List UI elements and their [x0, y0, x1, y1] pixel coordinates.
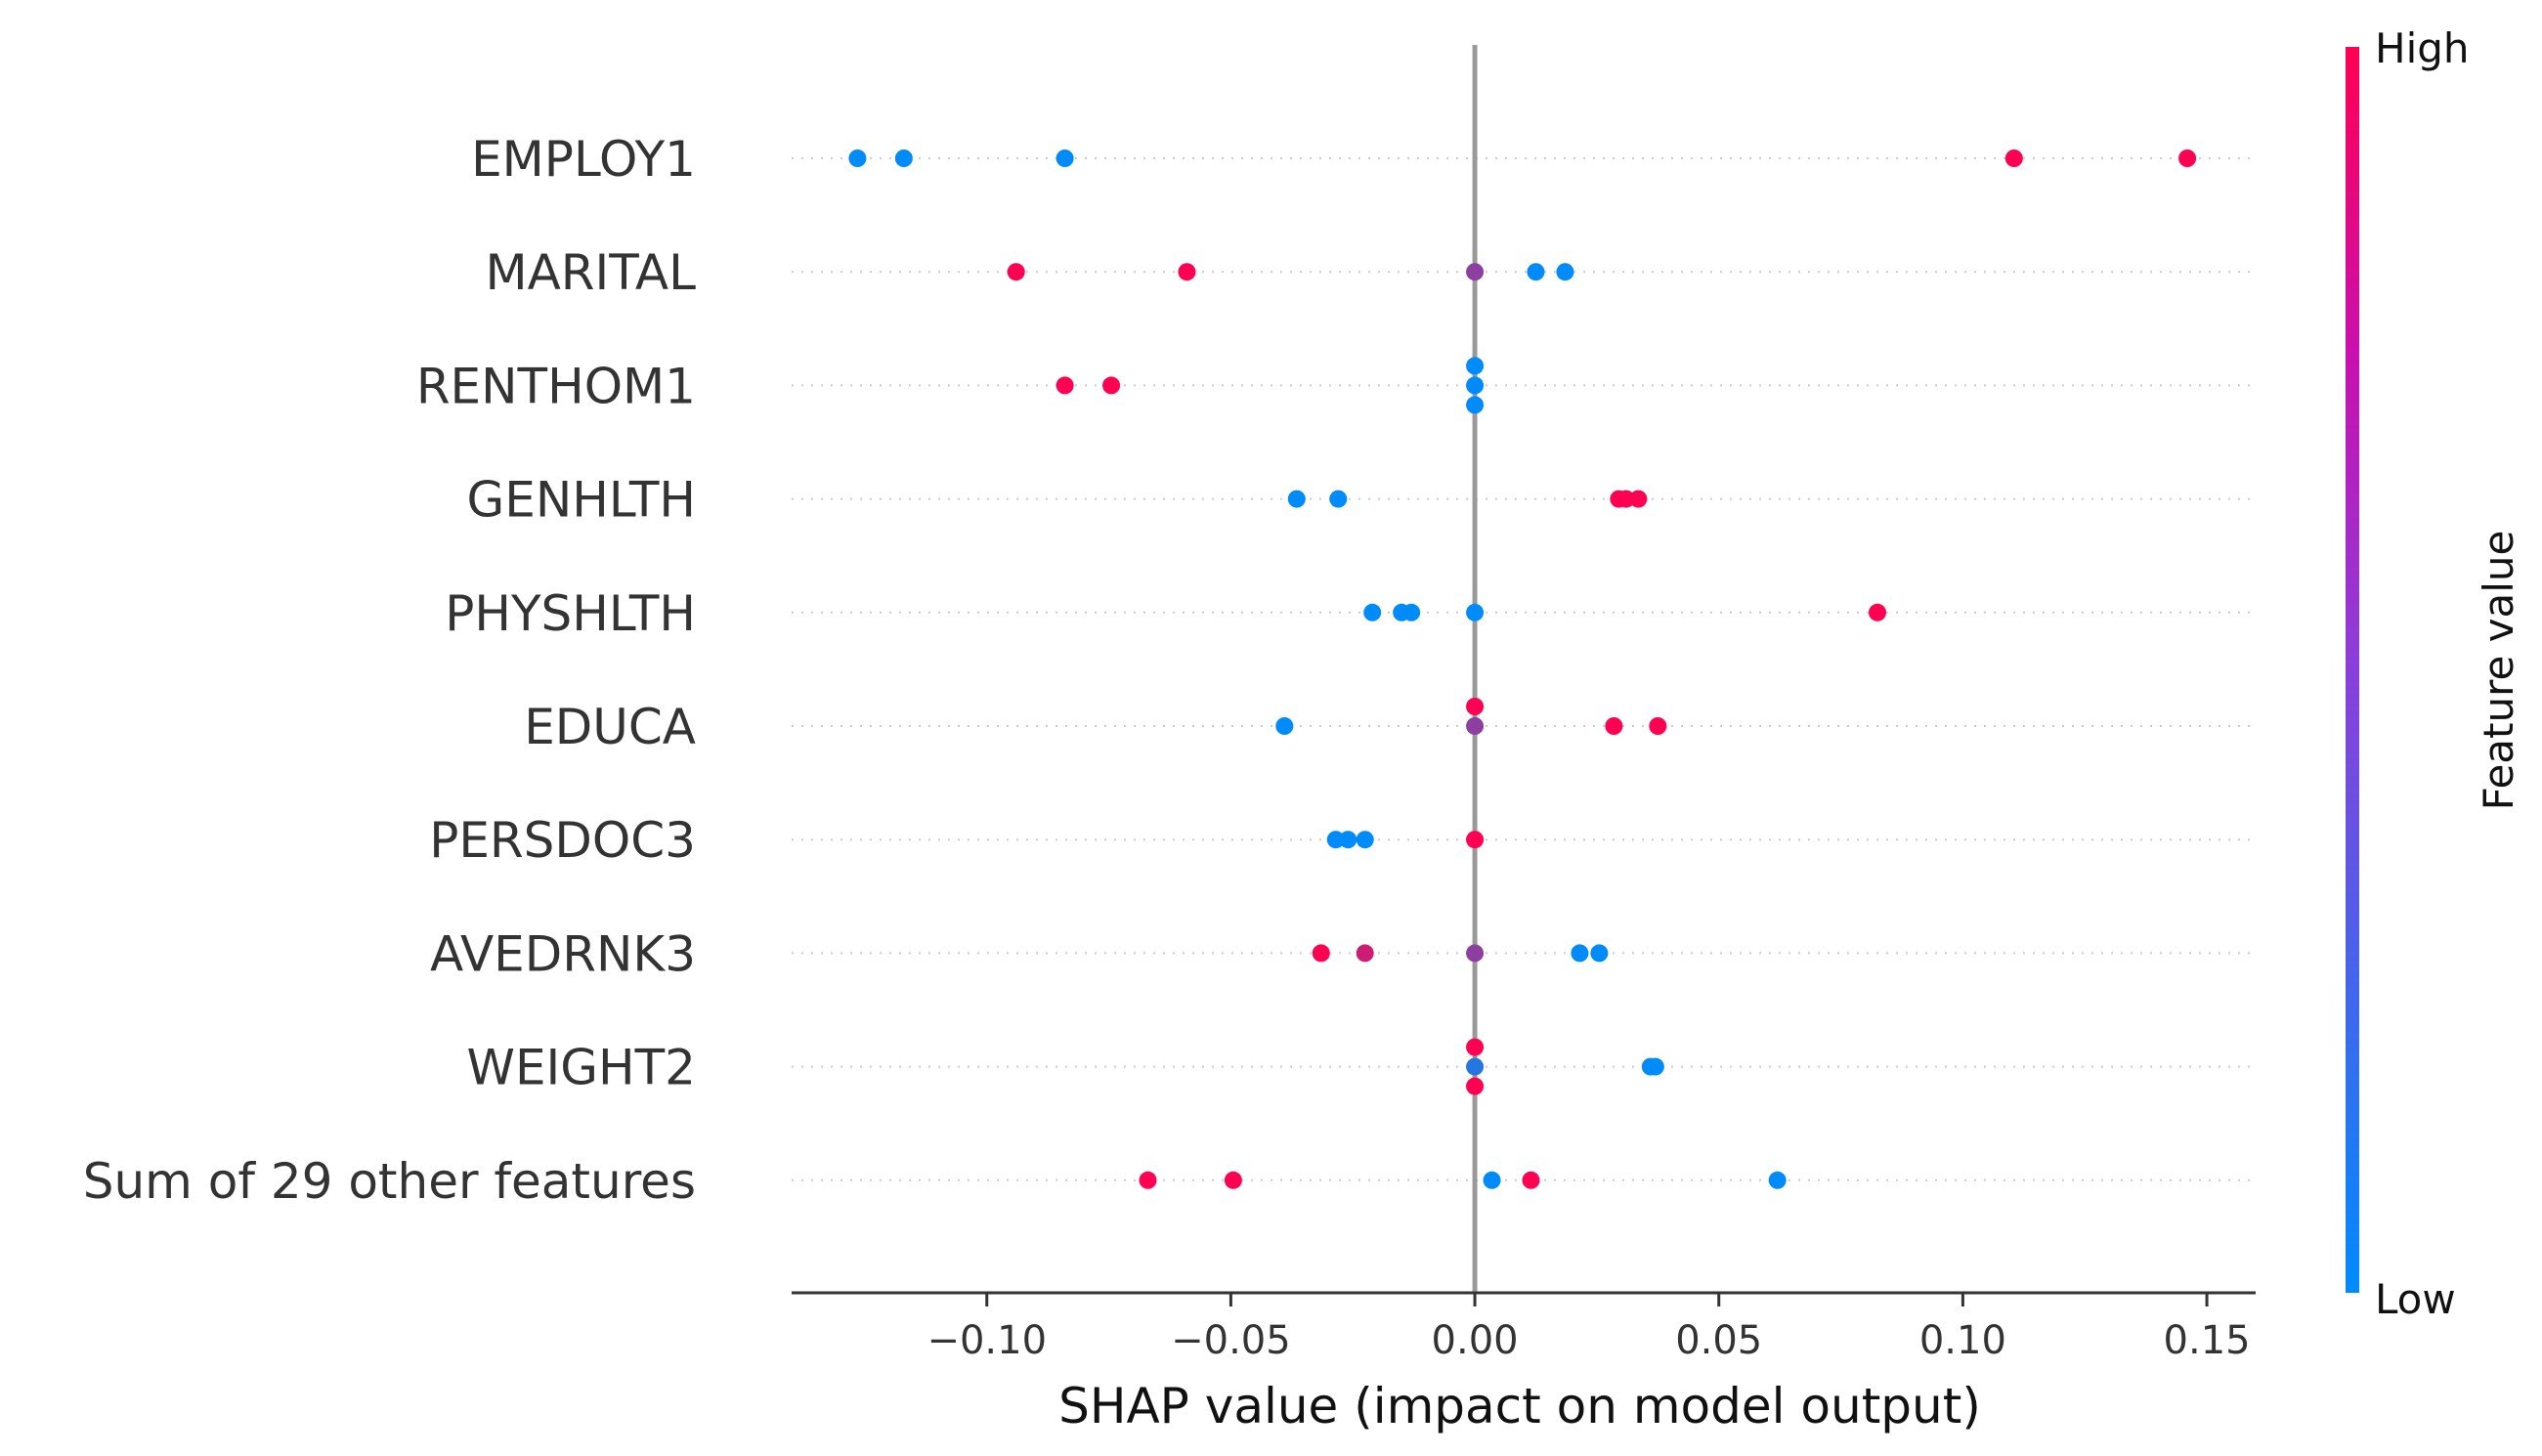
data-point	[1363, 603, 1382, 621]
x-axis: −0.10 −0.05 0.00 0.05 0.10 0.15	[792, 1291, 2256, 1363]
data-point	[1224, 1171, 1242, 1189]
data-point	[1466, 717, 1485, 735]
data-point	[2004, 150, 2023, 167]
x-tick-label: 0.10	[1919, 1318, 2006, 1363]
data-point	[1527, 263, 1545, 281]
data-point	[1571, 944, 1589, 963]
data-points	[848, 150, 2197, 1189]
data-point	[1466, 698, 1485, 715]
data-point	[1466, 1057, 1485, 1076]
data-point	[1402, 603, 1421, 621]
data-point	[1466, 263, 1485, 281]
data-point	[1466, 831, 1485, 849]
data-point	[1339, 831, 1357, 849]
data-point	[1329, 490, 1348, 508]
data-point	[1312, 944, 1330, 963]
data-point	[1275, 717, 1294, 735]
x-tick-label: 0.15	[2164, 1318, 2251, 1363]
data-point	[1466, 1038, 1485, 1056]
data-point	[1466, 376, 1485, 395]
x-tick-label: −0.05	[1171, 1318, 1291, 1363]
feature-labels: EMPLOY1 MARITAL RENTHOM1 GENHLTH PHYSHLTH EDU…	[83, 131, 696, 1210]
data-point	[1056, 150, 1074, 167]
data-point	[848, 150, 867, 167]
data-point	[1646, 1057, 1664, 1076]
feature-label: RENTHOM1	[416, 358, 696, 414]
data-point	[1466, 396, 1485, 414]
feature-label: PERSDOC3	[429, 812, 696, 869]
colorbar-low-label: Low	[2375, 1275, 2456, 1323]
data-point	[1007, 263, 1025, 281]
data-point	[1768, 1171, 1787, 1189]
data-point	[1056, 376, 1074, 395]
data-point	[1869, 603, 1887, 621]
feature-label: EDUCA	[524, 699, 696, 755]
data-point	[1649, 717, 1667, 735]
data-point	[1629, 490, 1648, 508]
feature-label: MARITAL	[485, 244, 696, 301]
data-point	[1356, 944, 1374, 963]
data-point	[1466, 944, 1485, 963]
data-point	[1102, 376, 1121, 395]
row-guidelines	[792, 157, 2256, 1181]
colorbar-title: Feature value	[2475, 531, 2522, 811]
x-axis-title: SHAP value (impact on model output)	[1058, 1378, 1981, 1435]
data-point	[1605, 717, 1623, 735]
data-point	[1616, 490, 1635, 508]
data-point	[894, 150, 913, 167]
data-point	[1483, 1171, 1501, 1189]
feature-label: WEIGHT2	[467, 1040, 696, 1096]
data-point	[1556, 263, 1574, 281]
data-point	[1590, 944, 1609, 963]
x-tick-label: 0.00	[1432, 1318, 1519, 1363]
colorbar-gradient	[2346, 47, 2359, 1293]
feature-label: EMPLOY1	[471, 131, 696, 188]
feature-label: PHYSHLTH	[445, 585, 696, 642]
x-ticks: −0.10 −0.05 0.00 0.05 0.10 0.15	[926, 1293, 2251, 1363]
feature-label: AVEDRNK3	[430, 925, 696, 982]
colorbar: High Low Feature value	[2346, 24, 2522, 1323]
data-point	[1466, 603, 1485, 621]
data-point	[1178, 263, 1196, 281]
data-point	[1356, 831, 1374, 849]
x-tick-label: 0.05	[1675, 1318, 1762, 1363]
x-tick-label: −0.10	[926, 1318, 1047, 1363]
colorbar-high-label: High	[2375, 24, 2470, 72]
data-point	[1466, 357, 1485, 375]
data-point	[1522, 1171, 1540, 1189]
data-point	[1326, 831, 1345, 849]
data-point	[1466, 1077, 1485, 1095]
data-point	[1287, 490, 1306, 508]
feature-label: Sum of 29 other features	[83, 1153, 696, 1210]
feature-label: GENHLTH	[467, 472, 696, 529]
data-point	[1139, 1171, 1157, 1189]
data-point	[2178, 150, 2197, 167]
